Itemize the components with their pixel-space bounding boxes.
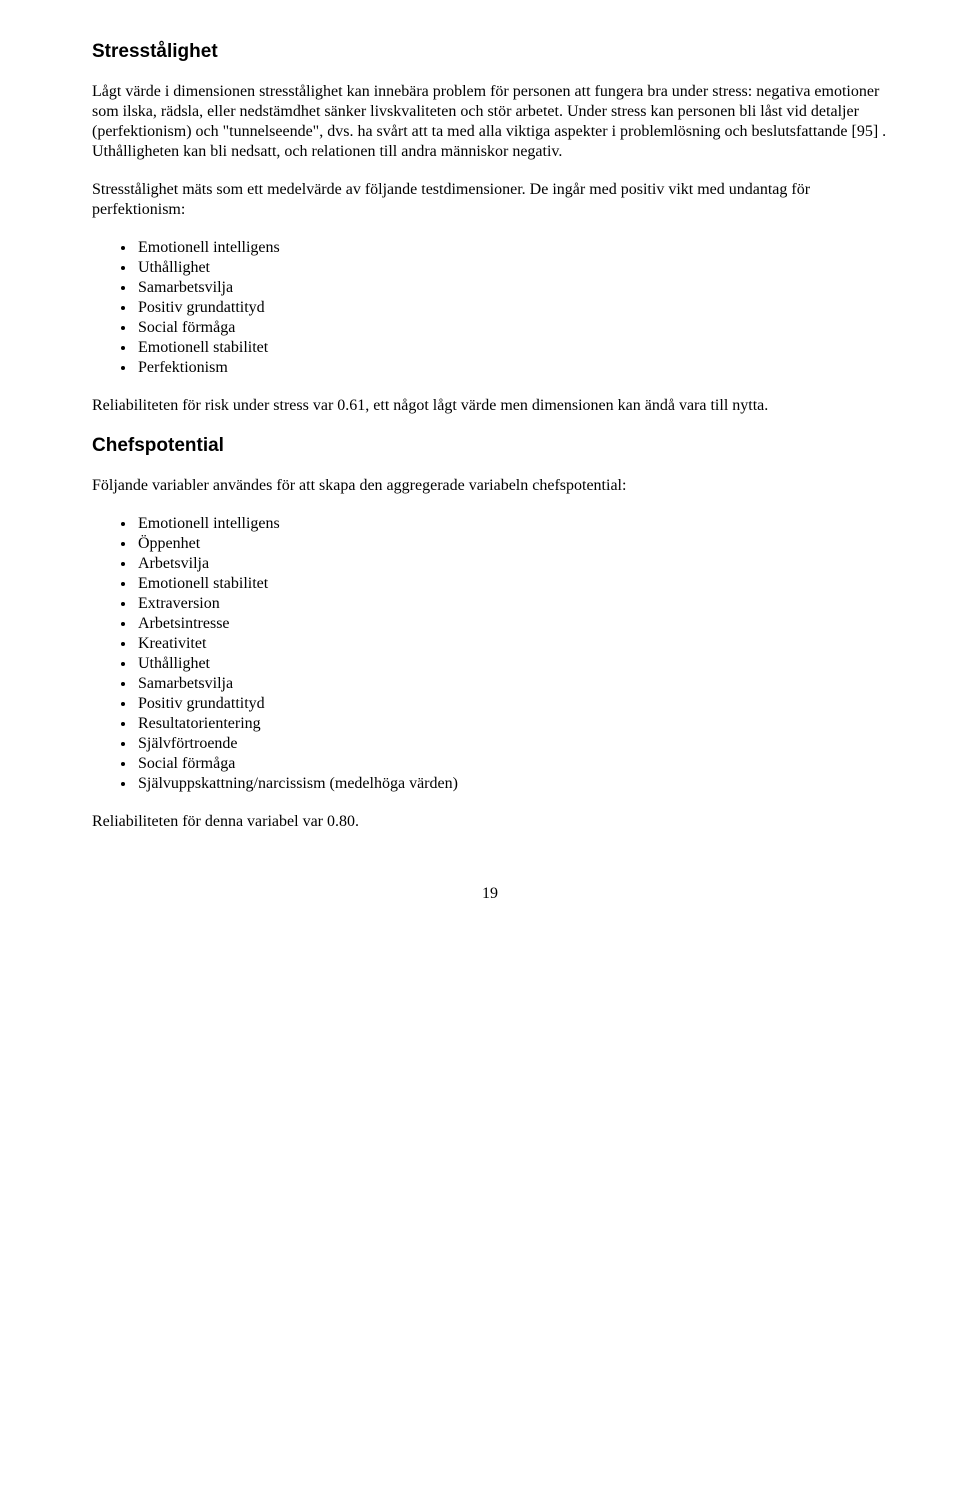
list-item: Arbetsintresse [136,614,888,634]
list-item: Självuppskattning/narcissism (medelhöga … [136,774,888,794]
paragraph: Följande variabler användes för att skap… [92,476,888,496]
list-item: Perfektionism [136,358,888,378]
list-item: Emotionell stabilitet [136,338,888,358]
paragraph: Lågt värde i dimensionen stresstålighet … [92,82,888,162]
list-item: Samarbetsvilja [136,674,888,694]
list-item: Samarbetsvilja [136,278,888,298]
paragraph: Reliabiliteten för risk under stress var… [92,396,888,416]
list-item: Arbetsvilja [136,554,888,574]
list-item: Positiv grundattityd [136,694,888,714]
list-item: Resultatorientering [136,714,888,734]
bullet-list-chefspotential: Emotionell intelligens Öppenhet Arbetsvi… [92,514,888,794]
paragraph: Stresstålighet mäts som ett medelvärde a… [92,180,888,220]
list-item: Extraversion [136,594,888,614]
list-item: Uthållighet [136,258,888,278]
list-item: Positiv grundattityd [136,298,888,318]
list-item: Uthållighet [136,654,888,674]
list-item: Emotionell intelligens [136,514,888,534]
list-item: Emotionell intelligens [136,238,888,258]
list-item: Social förmåga [136,754,888,774]
heading-stresstalighet: Stresstålighet [92,40,888,64]
bullet-list-stresstalighet: Emotionell intelligens Uthållighet Samar… [92,238,888,378]
heading-chefspotential: Chefspotential [92,434,888,458]
list-item: Öppenhet [136,534,888,554]
list-item: Social förmåga [136,318,888,338]
paragraph: Reliabiliteten för denna variabel var 0.… [92,812,888,832]
list-item: Kreativitet [136,634,888,654]
list-item: Självförtroende [136,734,888,754]
page-number: 19 [92,884,888,904]
list-item: Emotionell stabilitet [136,574,888,594]
